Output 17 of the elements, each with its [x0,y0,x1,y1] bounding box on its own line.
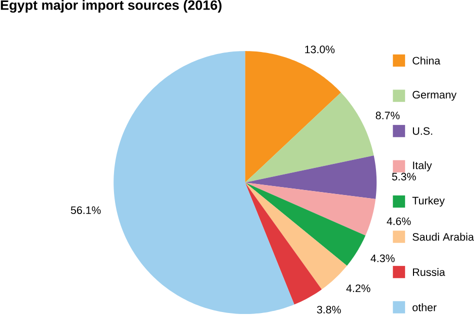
data-label: 3.8% [317,306,341,314]
legend-label: Italy [413,161,432,172]
legend-label: Russia [413,268,446,276]
legend-label: U.S. [412,127,432,135]
legend-label: other [412,303,437,312]
legend-label: China [412,56,440,65]
data-label: 56.1% [70,206,101,214]
chart-title: Egypt major import sources (2016) [0,0,222,13]
data-label: 8.7% [376,112,400,120]
data-label: 4.2% [346,284,370,292]
data-label: 4.3% [370,254,395,262]
data-label: 5.3% [392,172,416,181]
legend-label: Germany [412,90,457,101]
data-label: 13.0% [305,46,335,54]
data-label: 4.6% [386,218,411,226]
legend-label: Saudi Arabia [412,232,474,241]
legend-label: Turkey [412,196,445,207]
